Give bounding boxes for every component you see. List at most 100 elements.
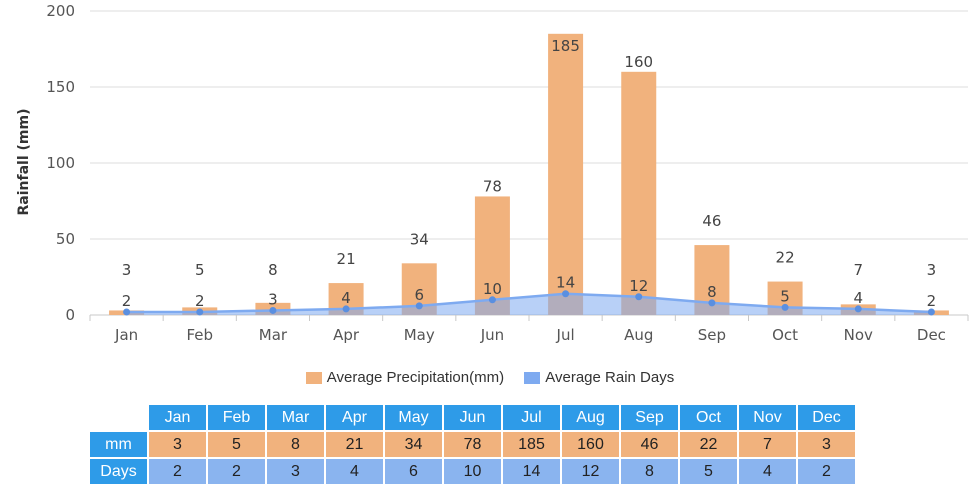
bar-jun xyxy=(474,196,510,315)
bar-value-label: 3 xyxy=(122,261,132,279)
x-tick-label: Feb xyxy=(186,326,213,344)
table-header-cell: Oct xyxy=(678,403,739,432)
rain-days-point xyxy=(854,305,862,313)
table-cell: 3 xyxy=(796,430,857,459)
bar-value-label: 34 xyxy=(410,230,429,248)
table-row: Days 2 2 3 4 6 10 14 12 8 5 4 2 xyxy=(88,457,857,486)
rain-days-value-label: 12 xyxy=(629,277,648,295)
bar-value-label: 185 xyxy=(551,37,580,55)
x-tick-label: Jan xyxy=(114,326,138,344)
table-cell: 4 xyxy=(324,457,385,486)
x-tick-label: Jul xyxy=(556,326,575,344)
rain-days-point xyxy=(927,308,935,316)
x-tick-label: May xyxy=(404,326,435,344)
y-tick-label: 100 xyxy=(46,154,75,172)
rain-days-value-label: 4 xyxy=(341,289,351,307)
table-cell: 3 xyxy=(147,430,208,459)
x-tick-label: Nov xyxy=(844,326,873,344)
legend-item-rain-days[interactable]: Average Rain Days xyxy=(524,369,674,386)
y-tick-label: 0 xyxy=(65,306,75,324)
bar-value-label: 22 xyxy=(776,249,795,267)
legend-label-rain-days: Average Rain Days xyxy=(545,369,675,386)
y-tick-label: 150 xyxy=(46,78,75,96)
bar-value-label: 3 xyxy=(927,261,937,279)
x-tick-label: Oct xyxy=(772,326,798,344)
rain-days-value-label: 2 xyxy=(927,292,937,310)
y-tick-label: 200 xyxy=(46,2,75,20)
legend-swatch-rain-days xyxy=(524,371,541,384)
rain-days-point xyxy=(708,299,716,307)
bar-value-label: 21 xyxy=(337,250,356,268)
bar-jul xyxy=(548,33,584,316)
rain-days-point xyxy=(342,305,350,313)
rain-days-value-label: 3 xyxy=(268,290,278,308)
table-cell: 5 xyxy=(206,430,267,459)
rain-days-value-label: 14 xyxy=(556,274,575,292)
table-header-cell: Mar xyxy=(265,403,326,432)
table-header-cell: Jan xyxy=(147,403,208,432)
table-corner xyxy=(88,403,149,432)
rain-days-value-label: 5 xyxy=(780,287,790,305)
table-cell: 78 xyxy=(442,430,503,459)
table-header-cell: Feb xyxy=(206,403,267,432)
rain-days-point xyxy=(269,306,277,314)
legend-item-precipitation[interactable]: Average Precipitation(mm) xyxy=(305,369,504,386)
rain-days-point xyxy=(635,293,643,301)
x-tick-label: Jun xyxy=(480,326,504,344)
bar-value-label: 7 xyxy=(853,261,863,279)
table-cell: 34 xyxy=(383,430,444,459)
climate-table: Jan Feb Mar Apr May Jun Jul Aug Sep Oct Nov Dec mm 3 5… xyxy=(88,403,857,486)
table-cell: 185 xyxy=(501,430,562,459)
table-cell: 22 xyxy=(678,430,739,459)
rain-days-point xyxy=(562,290,570,298)
table-row: mm 3 5 8 21 34 78 185 160 46 22 7 3 xyxy=(88,430,857,459)
table-cell: 8 xyxy=(619,457,680,486)
bar-aug xyxy=(621,71,657,315)
table-header-cell: Jun xyxy=(442,403,503,432)
table-cell: 2 xyxy=(206,457,267,486)
table-cell: 2 xyxy=(147,457,208,486)
rain-days-point xyxy=(415,302,423,310)
rain-days-line xyxy=(126,292,932,314)
bar-value-label: 160 xyxy=(624,53,653,71)
rain-days-point xyxy=(488,296,496,304)
table-header-cell: May xyxy=(383,403,444,432)
bar-value-label: 8 xyxy=(268,261,278,279)
table-cell: 14 xyxy=(501,457,562,486)
table-cell: 160 xyxy=(560,430,621,459)
table-header-cell: Nov xyxy=(737,403,798,432)
table-header-cell: Aug xyxy=(560,403,621,432)
rainfall-chart: 0501001502003252832143467810185141601246… xyxy=(46,2,969,344)
table-cell: 8 xyxy=(265,430,326,459)
table-cell: 12 xyxy=(560,457,621,486)
rain-days-value-label: 2 xyxy=(122,292,132,310)
table-cell: 7 xyxy=(737,430,798,459)
table-cell: 3 xyxy=(265,457,326,486)
table-cell: 6 xyxy=(383,457,444,486)
x-tick-label: Mar xyxy=(259,326,288,344)
rain-days-value-label: 2 xyxy=(195,292,205,310)
bar-value-label: 46 xyxy=(702,212,721,230)
table-header-cell: Sep xyxy=(619,403,680,432)
rain-days-value-label: 6 xyxy=(414,286,424,304)
table-cell: 2 xyxy=(796,457,857,486)
table-cell: 21 xyxy=(324,430,385,459)
y-axis-label: Rainfall (mm) xyxy=(16,108,32,216)
bar-value-label: 78 xyxy=(483,177,502,195)
legend: Average Precipitation(mm) Average Rain D… xyxy=(0,369,980,391)
rain-days-point xyxy=(123,308,131,316)
table-header-cell: Dec xyxy=(796,403,857,432)
rain-days-value-label: 8 xyxy=(707,283,717,301)
table-cell: 10 xyxy=(442,457,503,486)
rain-days-point xyxy=(781,303,789,311)
table-header-cell: Jul xyxy=(501,403,562,432)
rain-days-value-label: 10 xyxy=(483,280,502,298)
rain-days-value-label: 4 xyxy=(853,289,863,307)
table-cell: 4 xyxy=(737,457,798,486)
x-tick-label: Dec xyxy=(917,326,946,344)
bar-value-label: 5 xyxy=(195,261,205,279)
table-cell: 46 xyxy=(619,430,680,459)
table-header-cell: Apr xyxy=(324,403,385,432)
y-tick-label: 50 xyxy=(56,230,75,248)
table-cell: 5 xyxy=(678,457,739,486)
